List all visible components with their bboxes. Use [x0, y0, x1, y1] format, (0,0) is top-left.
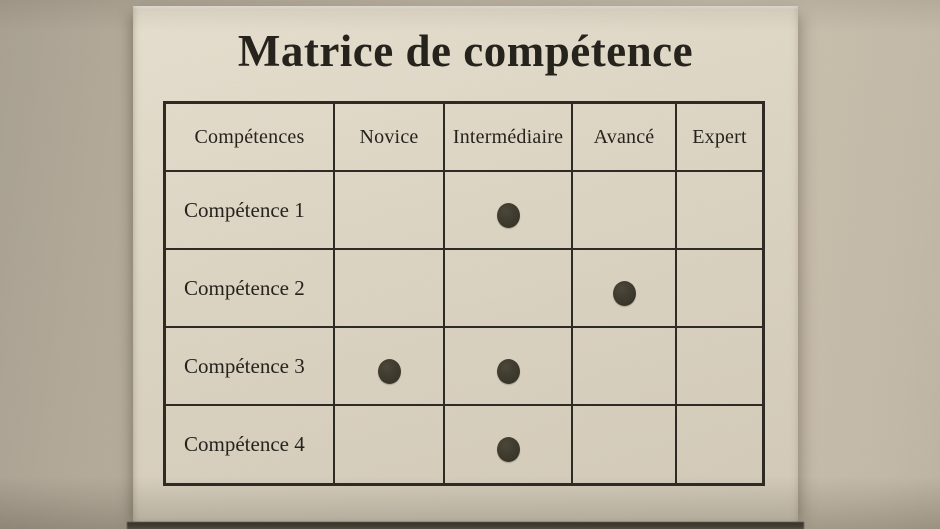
column-header-intermediaire: Intermédiaire: [443, 104, 571, 170]
matrix-cell-competence-4-expert: [675, 404, 762, 483]
matrix-cell-competence-1-avance: [571, 170, 675, 248]
level-dot: [377, 358, 401, 384]
matrix-cell-competence-4-avance: [571, 404, 675, 483]
matrix-cell-competence-2-avance: [571, 248, 675, 326]
matrix-cell-competence-1-expert: [675, 170, 762, 248]
matrix-cell-competence-2-novice: [333, 248, 443, 326]
matrix-cell-competence-2-intermediaire: [443, 248, 571, 326]
matrix-cell-competence-4-novice: [333, 404, 443, 483]
level-dot: [496, 437, 520, 462]
matrix-title: Matrice de compétence: [237, 26, 694, 76]
row-label-competence-2: Compétence 2: [166, 248, 333, 326]
row-label-competence-3: Compétence 3: [166, 326, 333, 404]
matrix-cell-competence-3-expert: [675, 326, 762, 404]
corner-header-competences: Compétences: [194, 125, 305, 148]
competence-matrix-table: Compétences Novice Intermédiaire Avancé Expe…: [163, 101, 765, 486]
matrix-cell-competence-2-expert: [675, 248, 762, 326]
level-dot: [612, 280, 636, 306]
row-label-competence-4: Compétence 4: [166, 404, 333, 483]
column-header-novice: Novice: [333, 104, 443, 170]
matrix-cell-competence-3-novice: [333, 326, 443, 404]
poster-board: Matrice de compétence Compétences Novice I…: [133, 6, 798, 522]
matrix-cell-competence-3-avance: [571, 326, 675, 404]
matrix-cell-competence-4-intermediaire: [443, 404, 571, 483]
level-dot: [496, 358, 520, 384]
row-label-competence-1: Compétence 1: [166, 170, 333, 248]
matrix-cell-competence-1-intermediaire: [443, 170, 571, 248]
matrix-cell-competence-1-novice: [333, 170, 443, 248]
level-dot: [496, 202, 520, 228]
column-header-avance: Avancé: [571, 104, 675, 170]
matrix-cell-competence-3-intermediaire: [443, 326, 571, 404]
column-header-expert: Expert: [675, 104, 762, 170]
